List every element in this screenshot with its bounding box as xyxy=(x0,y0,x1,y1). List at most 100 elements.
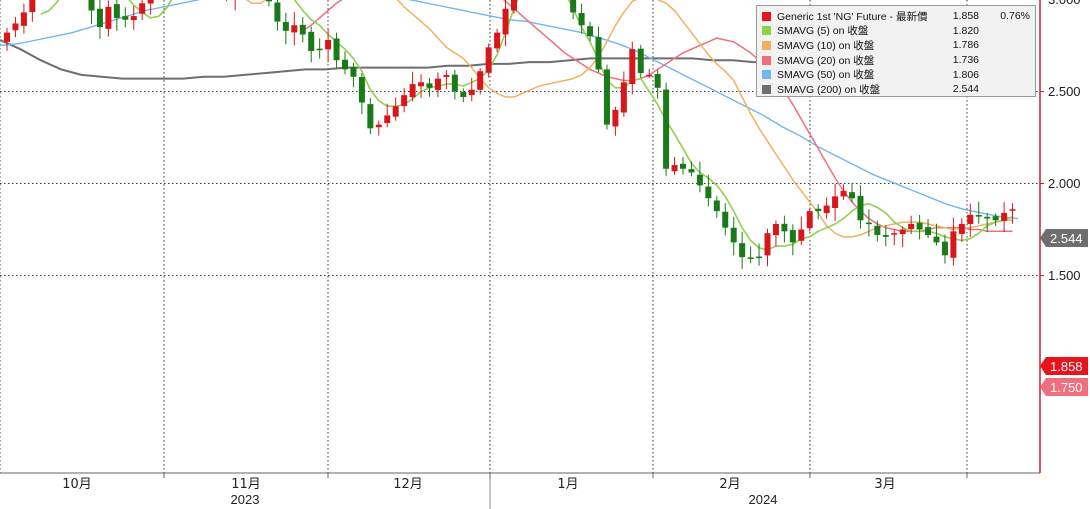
candle-body-up xyxy=(620,82,627,113)
candle-body-up xyxy=(967,214,974,224)
legend-swatch xyxy=(762,84,771,94)
candle xyxy=(603,64,610,130)
candle-body-up xyxy=(139,3,146,14)
candle-body-down xyxy=(756,256,763,259)
legend-entry: SMAVG (10) on 收盤 1.786 xyxy=(762,38,1030,53)
legend-swatch xyxy=(762,11,771,21)
candle-body-down xyxy=(933,236,940,243)
legend-name: SMAVG (200) on 收盤 xyxy=(777,83,881,96)
candle xyxy=(358,73,365,115)
candle-body-up xyxy=(130,16,137,21)
candle xyxy=(20,3,27,34)
candle xyxy=(494,29,501,53)
candle-body-up xyxy=(384,115,391,123)
candle-body-up xyxy=(646,74,653,77)
candle xyxy=(392,97,399,121)
x-month-label: 12月 xyxy=(393,477,423,492)
candle xyxy=(916,214,923,240)
candle-body-down xyxy=(603,69,610,125)
candle-body-up xyxy=(908,223,915,230)
candle-body-up xyxy=(409,84,416,98)
candle xyxy=(274,0,281,31)
legend: Generic 1st 'NG' Future - 最新價 1.858 0.76% S… xyxy=(756,5,1036,97)
candle xyxy=(409,71,416,102)
candle-body-up xyxy=(511,0,517,11)
candle-body-up xyxy=(958,223,965,234)
legend-value: 1.858 xyxy=(952,10,980,23)
x-month-label: 11月 xyxy=(231,477,261,492)
candle xyxy=(299,17,306,43)
value-badge-shape xyxy=(1040,229,1088,247)
candle xyxy=(933,223,940,246)
candle xyxy=(663,82,670,177)
candle-body-down xyxy=(595,37,602,70)
candle-body-up xyxy=(764,233,771,256)
candle xyxy=(384,103,391,128)
candle xyxy=(646,69,653,79)
legend-name: Generic 1st 'NG' Future - 最新價 xyxy=(777,10,928,23)
candle xyxy=(130,6,137,30)
candle-body-up xyxy=(798,229,805,241)
candle-body-up xyxy=(375,124,382,128)
candle xyxy=(139,0,146,21)
candle-body-down xyxy=(367,104,374,129)
candle xyxy=(823,197,830,219)
candle xyxy=(265,0,272,7)
candle-body-up xyxy=(4,32,10,42)
candle xyxy=(96,0,103,39)
candle xyxy=(815,204,822,220)
candle xyxy=(570,0,577,20)
candle xyxy=(88,0,95,25)
candle-body-down xyxy=(925,227,932,236)
candle-body-down xyxy=(747,257,754,259)
candle-body-down xyxy=(857,195,864,221)
candle-body-up xyxy=(494,32,501,49)
legend-swatch xyxy=(762,55,771,65)
candle xyxy=(350,62,357,88)
candle xyxy=(451,70,458,100)
candle-body-down xyxy=(113,4,120,18)
candle xyxy=(739,231,746,269)
candle xyxy=(806,207,813,232)
candle-body-up xyxy=(671,165,678,172)
candle xyxy=(637,44,644,78)
candle xyxy=(925,219,932,239)
candle xyxy=(418,74,425,98)
candle-body-down xyxy=(96,8,103,28)
candle-body-down xyxy=(663,89,670,169)
candle xyxy=(958,218,965,242)
candle-body-down xyxy=(696,174,703,186)
candle-body-up xyxy=(891,233,898,235)
y-tick-label: 2.500 xyxy=(1048,84,1081,99)
value-badge-label: 1.858 xyxy=(1050,359,1083,374)
candle xyxy=(865,209,872,237)
candle xyxy=(899,226,906,248)
candle-body-up xyxy=(291,25,298,33)
candle-body-up xyxy=(502,8,509,35)
candle xyxy=(747,246,754,264)
value-badge: 2.544 xyxy=(1040,229,1088,247)
candle xyxy=(789,224,796,256)
candle xyxy=(1009,203,1016,224)
candle xyxy=(113,0,120,31)
candle-body-down xyxy=(713,200,720,212)
candle xyxy=(713,196,720,218)
candle-body-down xyxy=(333,38,340,61)
y-tick-label: 2.000 xyxy=(1048,176,1081,191)
candle xyxy=(722,203,729,236)
candle-body-down xyxy=(984,216,991,219)
candle-body-down xyxy=(358,77,365,103)
candle-body-down xyxy=(299,24,306,35)
sma20-line xyxy=(302,0,1013,233)
candle-body-down xyxy=(274,2,281,22)
candle xyxy=(984,212,991,233)
candle-body-up xyxy=(325,39,332,50)
value-badge-label: 2.544 xyxy=(1050,231,1083,246)
legend-name: SMAVG (5) on 收盤 xyxy=(777,25,869,38)
y-tick-label: 3.000 xyxy=(1048,0,1081,7)
candle-body-up xyxy=(401,95,408,107)
candle-body-down xyxy=(730,227,737,243)
candle-body-down xyxy=(722,211,729,228)
